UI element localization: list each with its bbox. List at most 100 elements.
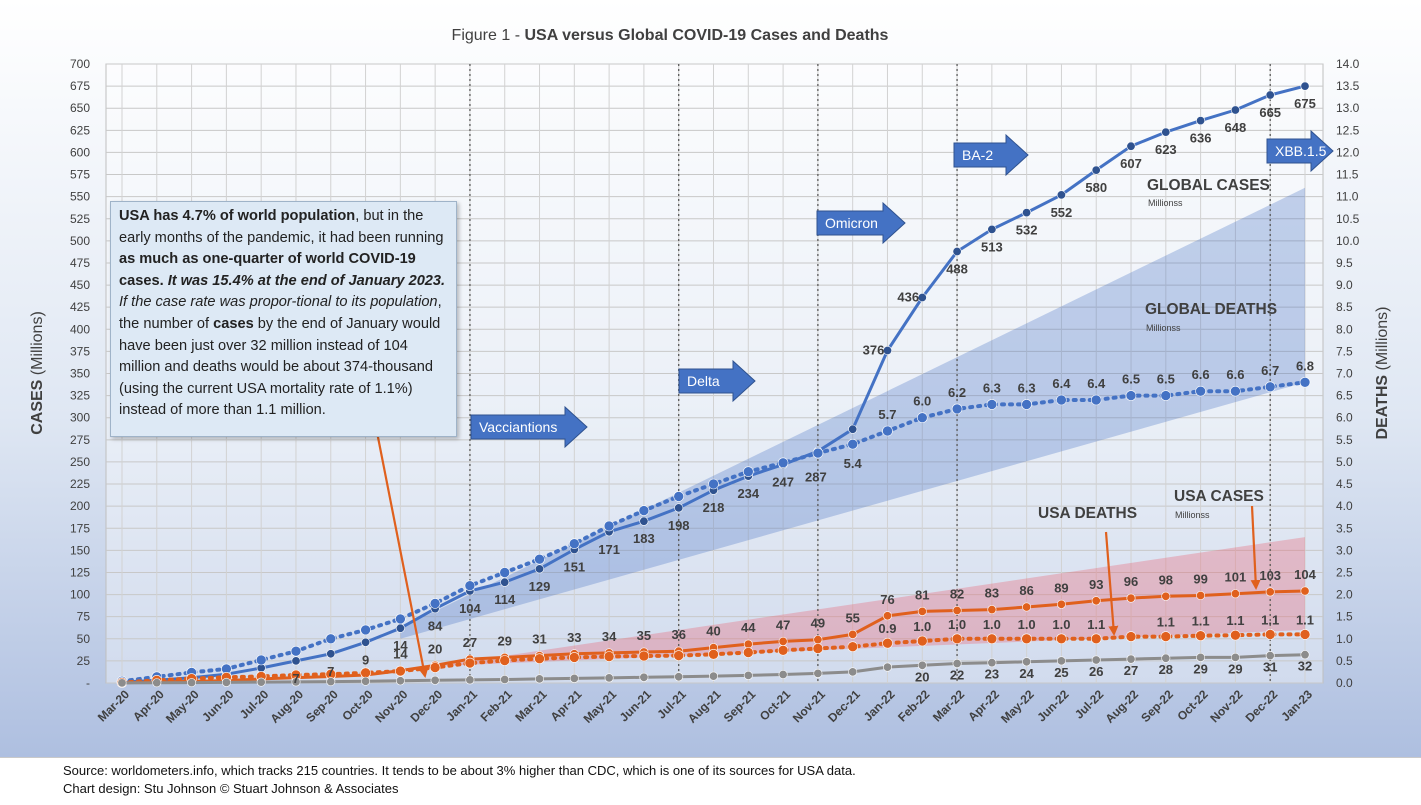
data-label-usa-deaths: 1.0: [1018, 617, 1036, 632]
data-point-usa-deaths: [1230, 629, 1241, 641]
data-point-gray: [291, 677, 301, 687]
data-label-global-cases: 607: [1120, 156, 1142, 171]
series-unit-usa-cases: Millionss: [1175, 510, 1210, 520]
data-point-usa-deaths: [1021, 633, 1032, 645]
annotation-segment: by the end of January would have been ju…: [119, 315, 441, 419]
data-label-usa-cases: 103: [1259, 568, 1281, 583]
y-tick-right: 12.0: [1336, 145, 1360, 159]
data-point-global-deaths: [882, 425, 893, 437]
x-tick-label: Feb-21: [478, 687, 515, 724]
annotation-segment: , the number of: [119, 294, 442, 332]
data-point-usa-deaths: [777, 644, 789, 656]
data-point-usa-cases: [882, 611, 892, 621]
series-name-usa-deaths: USA DEATHS: [1038, 505, 1137, 522]
y-axis-title-left: CASES (Millions): [29, 311, 46, 435]
data-point-usa-deaths: [395, 665, 406, 677]
data-label-global-cases: 665: [1259, 105, 1281, 120]
data-point-usa-deaths: [708, 648, 719, 660]
data-point-usa-deaths: [1299, 629, 1311, 640]
y-tick-right: 1.0: [1336, 632, 1353, 646]
data-point-global-deaths: [255, 654, 267, 666]
x-tick-label: Sep-22: [1138, 687, 1176, 725]
y-tick-left: 325: [70, 389, 90, 403]
data-point-global-deaths: [1056, 394, 1067, 406]
data-label-global-cases: 287: [805, 469, 827, 484]
y-tick-right: 4.0: [1336, 499, 1353, 513]
y-tick-left: 125: [70, 565, 90, 579]
data-point-usa-deaths: [534, 653, 545, 665]
y-tick-right: 5.0: [1336, 455, 1353, 469]
y-axis-title-right-main: DEATHS: [1374, 375, 1391, 440]
data-label-global-cases: 636: [1190, 131, 1212, 146]
data-label-usa-cases: 99: [1193, 571, 1207, 586]
data-label-usa-cases: 93: [1089, 577, 1103, 592]
variant-arrow-label: Delta: [687, 373, 720, 389]
chart-title: Figure 1 - USA versus Global COVID-19 Ca…: [452, 27, 889, 44]
data-label-global-cases: 675: [1294, 96, 1316, 111]
y-tick-left: 600: [70, 145, 90, 159]
data-label-usa-deaths: 1.1: [1157, 615, 1175, 630]
data-label-global-deaths: 5.7: [878, 407, 896, 422]
y-tick-right: 7.0: [1336, 367, 1353, 381]
data-label-global-cases: 436: [897, 289, 919, 304]
data-point-gray: [152, 678, 162, 688]
data-point-gray: [1022, 657, 1032, 667]
data-label-usa-cases: 98: [1159, 572, 1173, 587]
x-tick-label: Feb-22: [895, 687, 932, 724]
x-tick-label: Jun-22: [1034, 687, 1071, 724]
data-point-usa-deaths: [568, 652, 580, 663]
data-label-gray: 28: [1159, 662, 1173, 677]
y-tick-left: 575: [70, 168, 90, 182]
data-point-global-deaths: [1299, 376, 1311, 388]
data-label-usa-cases: 14: [393, 647, 408, 662]
y-tick-left: 250: [70, 455, 90, 469]
y-tick-right: 10.0: [1336, 234, 1360, 248]
data-point-global-cases: [674, 503, 684, 513]
data-label-global-cases: 84: [428, 619, 443, 634]
data-point-usa-cases: [743, 639, 753, 649]
y-tick-left: 400: [70, 322, 90, 336]
data-point-usa-cases: [1022, 602, 1032, 612]
annotation-segment: cases: [213, 315, 254, 332]
annotation-segment: It was 15.4% at the end of January 2023.: [167, 272, 446, 289]
footer: Source: worldometers.info, which tracks …: [63, 762, 1363, 798]
data-label-global-cases: 114: [494, 592, 516, 607]
data-point-gray: [917, 660, 927, 670]
data-label-usa-deaths: 1.0: [913, 619, 931, 634]
y-tick-right: 7.5: [1336, 344, 1353, 358]
y-tick-right: 6.5: [1336, 389, 1353, 403]
data-label-usa-cases: 27: [463, 635, 477, 650]
annotation-pointer-arrow: [373, 421, 429, 678]
data-point-global-cases: [1230, 105, 1240, 115]
data-point-global-cases: [1196, 116, 1206, 126]
y-tick-left: 300: [70, 411, 90, 425]
data-point-usa-deaths: [464, 657, 476, 669]
data-point-usa-deaths: [1264, 629, 1276, 640]
data-point-usa-cases: [1196, 590, 1206, 600]
data-label-global-cases: 171: [598, 542, 620, 557]
y-tick-right: 8.0: [1336, 322, 1353, 336]
series-name-usa-cases: USA CASES: [1174, 488, 1264, 505]
x-tick-label: Dec-22: [1243, 687, 1281, 725]
variant-arrow-delta: Delta: [678, 359, 756, 403]
data-point-gray: [987, 658, 997, 668]
data-point-usa-cases: [917, 606, 927, 616]
y-tick-right: 14.0: [1336, 57, 1360, 71]
data-label-gray: 29: [1193, 661, 1207, 676]
data-point-gray: [1091, 655, 1101, 665]
data-point-usa-deaths: [1090, 633, 1102, 645]
data-label-global-cases: 376: [863, 343, 885, 358]
data-label-gray: 20: [915, 669, 929, 684]
data-point-global-cases: [361, 637, 371, 647]
x-tick-label: Aug-20: [267, 687, 306, 726]
data-label-usa-deaths: 1.1: [1226, 613, 1244, 628]
data-point-global-cases: [326, 649, 336, 659]
data-point-gray: [1230, 652, 1240, 662]
data-point-usa-deaths: [1160, 631, 1172, 642]
y-tick-left: 425: [70, 300, 90, 314]
data-label-usa-cases: 83: [985, 586, 999, 601]
data-point-global-deaths: [777, 457, 789, 469]
data-point-usa-cases: [1265, 587, 1275, 597]
x-tick-label: Jul-22: [1072, 687, 1107, 722]
data-point-global-deaths: [1090, 394, 1102, 406]
